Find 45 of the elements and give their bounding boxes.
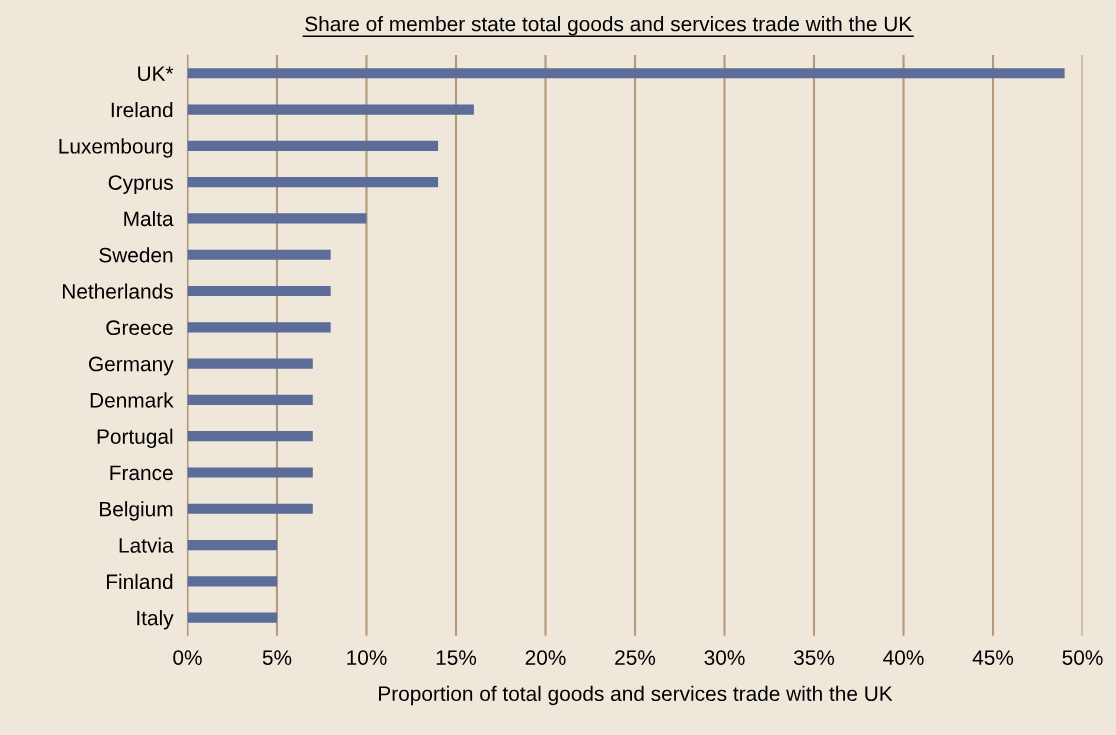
y-tick-label: Italy: [137, 610, 174, 630]
y-tick-label: Sweden: [99, 247, 173, 263]
y-tick-label: Germany: [88, 356, 174, 376]
y-tick-label: UK*: [138, 66, 174, 82]
bar: [187, 431, 313, 442]
y-tick-label: Latvia: [119, 537, 174, 553]
bar: [187, 612, 277, 623]
x-tick-label: 35%: [793, 650, 835, 665]
bar: [187, 213, 367, 224]
y-tick-label: France: [110, 465, 173, 481]
y-tick-label: Denmark: [90, 392, 174, 408]
y-tick-label: Portugal: [97, 428, 173, 449]
x-tick-label: 25%: [615, 650, 656, 665]
bar: [187, 249, 331, 260]
y-tick-label: Belgium: [100, 501, 173, 521]
x-axis-title: Proportion of total goods and services trade with the UK: [379, 685, 893, 706]
y-tick-label: Finland: [106, 573, 173, 590]
bar: [187, 467, 313, 478]
x-tick-label: 10%: [347, 650, 387, 665]
x-tick-label: 15%: [436, 650, 477, 665]
x-tick-label: 5%: [262, 650, 292, 665]
x-tick-label: 20%: [525, 650, 566, 665]
bar: [187, 539, 277, 551]
bar: [187, 285, 331, 297]
y-tick-label: Ireland: [111, 102, 173, 118]
y-tick-label: Malta: [124, 210, 174, 227]
chart-title: Share of member state total goods and services trade with the UK: [305, 16, 912, 36]
bar: [187, 503, 313, 514]
x-tick-label: 30%: [704, 650, 745, 665]
bar: [187, 104, 474, 115]
y-tick-label: Netherlands: [62, 283, 173, 299]
y-tick-label: Greece: [106, 320, 173, 336]
bar: [187, 358, 313, 369]
bar: [187, 68, 1065, 79]
bar: [187, 576, 277, 587]
bar: [187, 177, 439, 188]
x-tick-label: 50%: [1062, 650, 1103, 665]
bar: [187, 322, 331, 333]
x-tick-label: 0%: [173, 650, 202, 665]
bar: [187, 394, 313, 405]
x-tick-label: 45%: [972, 650, 1014, 665]
x-tick-label: 40%: [883, 650, 924, 665]
y-tick-label: Luxembourg: [59, 138, 173, 158]
y-tick-label: Cyprus: [108, 175, 173, 195]
bar: [187, 140, 439, 151]
